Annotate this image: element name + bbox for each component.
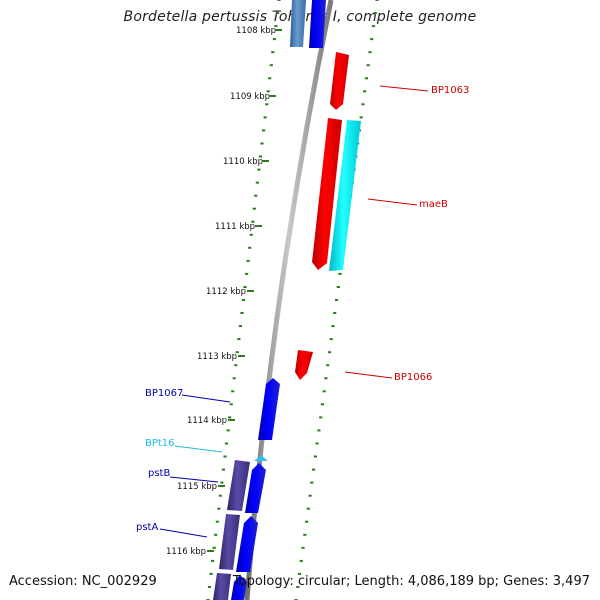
inner-tick-track xyxy=(206,0,281,600)
gene-bpt16[interactable] xyxy=(254,455,268,461)
gene-bottom-purple[interactable] xyxy=(213,573,231,600)
tick-label-1111: 1111 kbp xyxy=(215,222,255,232)
gene-pstb-purple[interactable] xyxy=(227,460,250,511)
genome-backbone xyxy=(244,0,334,600)
tick-label-1109: 1109 kbp xyxy=(230,92,270,102)
gene-bp1067[interactable] xyxy=(258,378,280,440)
gene-bp1066[interactable] xyxy=(295,350,313,380)
label-bp1063: BP1063 xyxy=(431,85,469,96)
label-psta: pstA xyxy=(136,522,158,533)
tick-label-1113: 1113 kbp xyxy=(197,352,237,362)
gene-steelblue-top[interactable] xyxy=(290,0,306,47)
gene-bp1063[interactable] xyxy=(330,52,349,110)
tick-label-1116: 1116 kbp xyxy=(166,547,206,557)
label-pstb: pstB xyxy=(148,468,170,479)
label-bp1066: BP1066 xyxy=(394,372,432,383)
accession-text: Accession: NC_002929 xyxy=(9,574,157,589)
gene-psta-purple[interactable] xyxy=(219,514,240,570)
label-bpt16: BPt16 xyxy=(145,438,175,449)
gene-pstb[interactable] xyxy=(245,463,266,513)
major-tick-marks xyxy=(207,29,282,552)
tick-label-1114: 1114 kbp xyxy=(187,416,227,426)
tick-label-1108: 1108 kbp xyxy=(236,26,276,36)
tick-label-1115: 1115 kbp xyxy=(177,482,217,492)
label-maeb: maeB xyxy=(419,199,448,210)
gene-forward-top[interactable] xyxy=(309,0,326,48)
gene-maeb[interactable] xyxy=(312,118,342,270)
gene-bottom-forward[interactable] xyxy=(231,575,247,600)
tick-label-1112: 1112 kbp xyxy=(206,287,246,297)
gene-label-lines xyxy=(159,85,429,538)
gene-psta[interactable] xyxy=(236,516,258,572)
label-bp1067: BP1067 xyxy=(145,388,183,399)
gene-maeb-cyan[interactable] xyxy=(329,120,361,271)
tick-label-1110: 1110 kbp xyxy=(223,157,263,167)
topology-text: Topology: circular; Length: 4,086,189 bp… xyxy=(232,574,590,589)
